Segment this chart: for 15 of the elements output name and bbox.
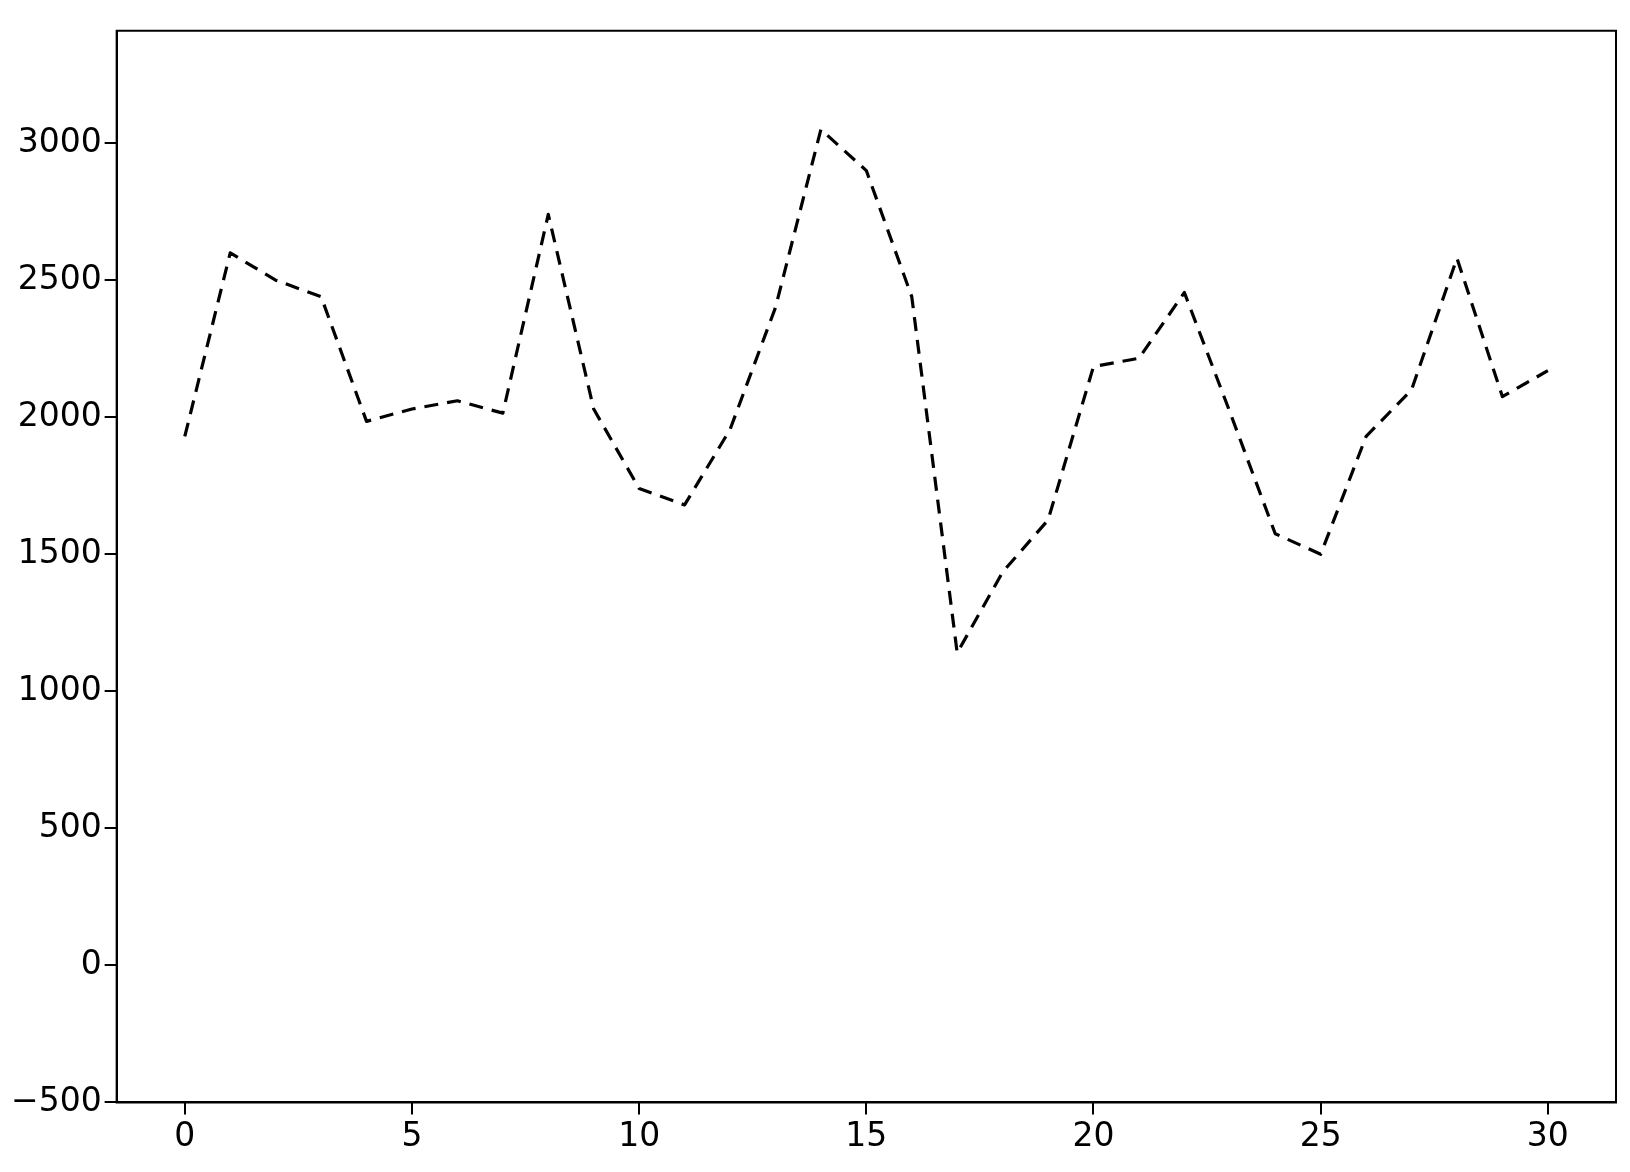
x-tick-label: 0 [174,1114,196,1154]
y-tick-label: 1500 [17,531,102,571]
x-tick-label: 20 [1072,1114,1115,1154]
x-tick-label: 10 [618,1114,661,1154]
y-tick-label: −500 [11,1079,102,1119]
y-tick-label: 0 [80,942,102,982]
x-tick-label: 15 [845,1114,888,1154]
y-tick-label: 2500 [17,257,102,297]
y-tick-label: 2000 [17,394,102,434]
x-tick-label: 25 [1299,1114,1342,1154]
x-tick-label: 5 [401,1114,423,1154]
y-tick-label: 500 [38,805,102,845]
y-tick-label: 3000 [17,120,102,160]
y-tick-label: 1000 [17,668,102,708]
x-tick-label: 30 [1526,1114,1569,1154]
